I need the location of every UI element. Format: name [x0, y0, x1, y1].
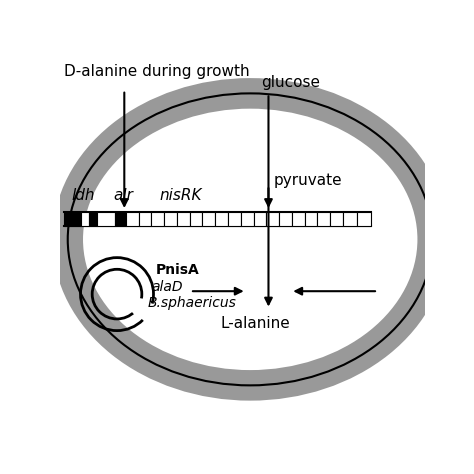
Bar	[305, 212, 318, 226]
Bar	[81, 212, 89, 226]
Bar	[254, 212, 266, 226]
Text: D-alanine during growth: D-alanine during growth	[64, 64, 250, 79]
Bar	[97, 212, 115, 226]
Bar	[115, 212, 126, 226]
Bar	[330, 212, 343, 226]
Bar	[89, 212, 97, 226]
Text: B.sphaericus: B.sphaericus	[148, 296, 237, 310]
Bar	[266, 212, 279, 226]
Bar	[202, 212, 215, 226]
Bar	[318, 212, 330, 226]
Bar	[190, 212, 202, 226]
Text: pyruvate: pyruvate	[274, 173, 343, 189]
Bar	[279, 212, 292, 226]
Bar	[138, 212, 151, 226]
Bar	[228, 212, 241, 226]
Bar	[126, 212, 138, 226]
Bar	[177, 212, 190, 226]
Bar	[215, 212, 228, 226]
Text: glucose: glucose	[261, 75, 320, 90]
Text: nisRK: nisRK	[159, 188, 201, 203]
Bar	[64, 212, 81, 226]
Text: L-alanine: L-alanine	[221, 316, 291, 331]
Bar	[151, 212, 164, 226]
Text: alaD: alaD	[151, 280, 182, 294]
Text: PnisA: PnisA	[155, 264, 199, 277]
Text: ldh: ldh	[72, 188, 95, 203]
Bar	[241, 212, 254, 226]
Bar	[343, 212, 357, 226]
Bar	[164, 212, 177, 226]
Text: alr: alr	[113, 188, 133, 203]
Bar	[357, 212, 371, 226]
Bar	[292, 212, 305, 226]
